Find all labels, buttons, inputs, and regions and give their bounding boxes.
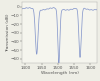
Y-axis label: Transmission (dB): Transmission (dB) xyxy=(6,14,10,52)
X-axis label: Wavelength (nm): Wavelength (nm) xyxy=(41,71,78,75)
